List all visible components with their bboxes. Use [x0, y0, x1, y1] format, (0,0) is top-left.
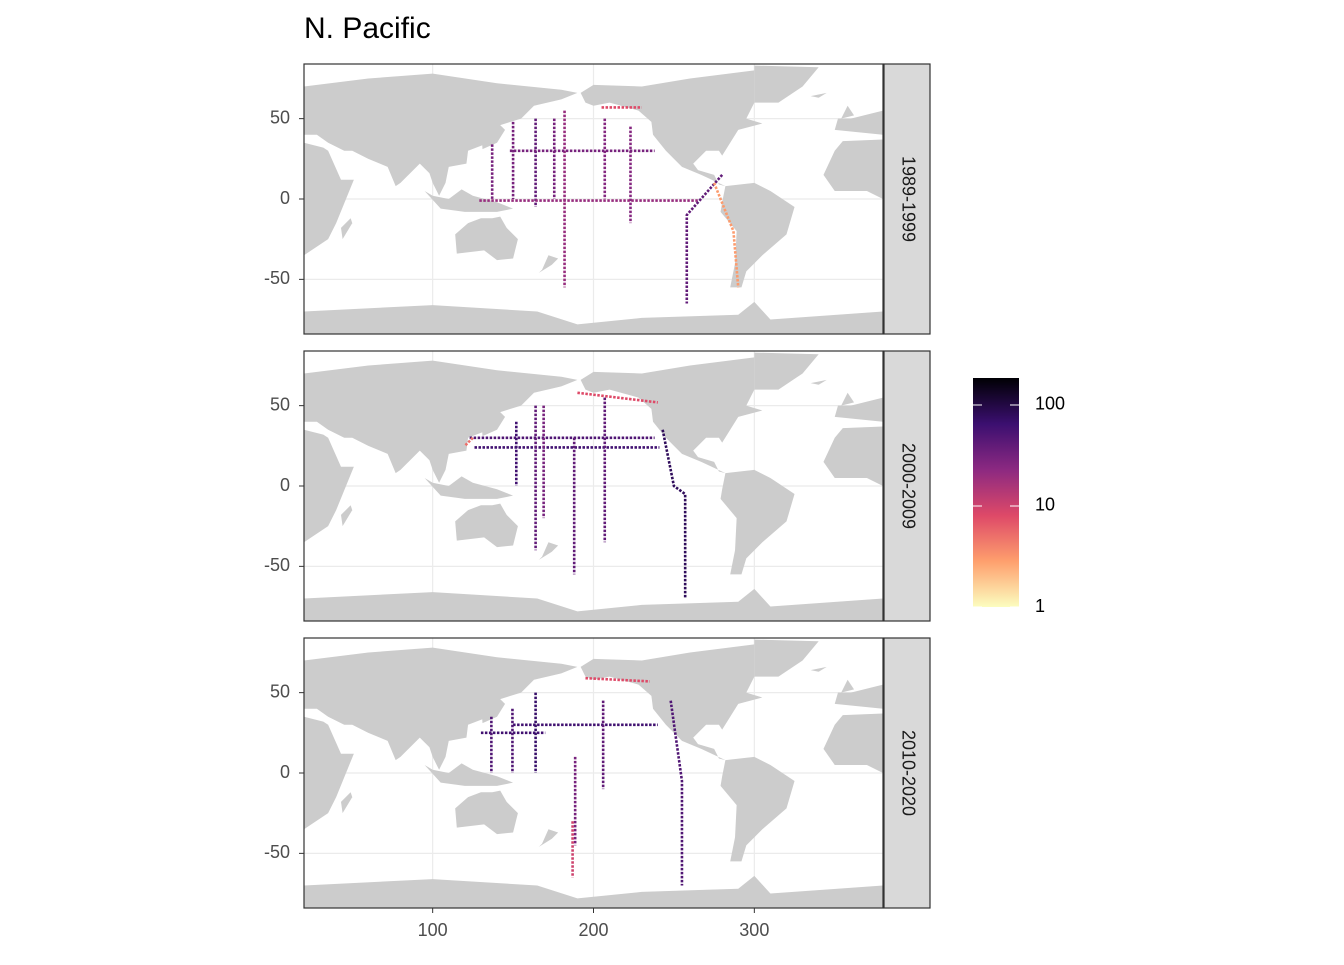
land	[455, 216, 518, 261]
land	[754, 352, 819, 390]
legend-label: 100	[1035, 394, 1065, 414]
track	[577, 391, 658, 404]
chart-title: N. Pacific	[304, 12, 431, 45]
land	[810, 666, 827, 672]
legend-label: 1	[1035, 596, 1045, 616]
y-tick-label: 50	[270, 107, 290, 127]
land	[480, 412, 506, 437]
land	[538, 255, 559, 273]
y-tick-label: -50	[264, 268, 290, 288]
land	[304, 301, 883, 334]
land	[304, 142, 354, 256]
land	[538, 542, 559, 560]
land	[810, 92, 827, 98]
strip-label: 2010-2020	[898, 730, 918, 816]
strip-label: 2000-2009	[898, 443, 918, 529]
x-tick-label: 100	[418, 920, 448, 940]
land	[720, 756, 795, 862]
x-tick-label: 200	[578, 920, 608, 940]
land	[455, 503, 518, 548]
track	[661, 429, 687, 599]
land	[424, 763, 514, 786]
land	[304, 716, 354, 830]
x-tick-label: 300	[739, 920, 769, 940]
strip	[883, 350, 931, 622]
land	[754, 65, 819, 103]
track	[585, 676, 650, 683]
land	[810, 379, 827, 385]
land	[823, 713, 883, 773]
land	[834, 684, 883, 709]
land	[834, 397, 883, 422]
y-tick-label: 50	[270, 394, 290, 414]
land	[841, 392, 855, 406]
land	[304, 875, 883, 908]
land	[823, 139, 883, 199]
land	[304, 647, 578, 770]
land	[424, 476, 514, 499]
panel-border	[303, 63, 884, 335]
y-tick-label: -50	[264, 842, 290, 862]
land	[823, 426, 883, 486]
land	[480, 699, 506, 724]
land	[580, 70, 763, 187]
land	[480, 125, 506, 150]
land	[834, 110, 883, 135]
panel	[304, 64, 883, 334]
land	[754, 639, 819, 677]
track	[669, 700, 684, 886]
land	[841, 679, 855, 693]
colorbar	[973, 378, 1019, 607]
y-tick-label: 0	[280, 475, 290, 495]
panel-border	[303, 350, 884, 622]
land	[304, 73, 578, 196]
land	[304, 360, 578, 483]
panel	[304, 351, 883, 621]
y-tick-label: 0	[280, 188, 290, 208]
y-tick-label: 50	[270, 681, 290, 701]
land	[340, 505, 353, 527]
land	[580, 357, 763, 474]
land	[455, 790, 518, 835]
land	[720, 182, 795, 288]
land	[304, 588, 883, 621]
strip-label: 1989-1999	[898, 156, 918, 242]
panel	[304, 638, 883, 908]
y-tick-label: -50	[264, 555, 290, 575]
land	[340, 218, 353, 240]
legend-label: 10	[1035, 495, 1055, 515]
y-tick-label: 0	[280, 762, 290, 782]
track	[712, 182, 740, 288]
land	[720, 469, 795, 575]
land	[304, 429, 354, 543]
land	[841, 105, 855, 119]
track	[463, 436, 474, 447]
strip	[883, 63, 931, 335]
land	[424, 189, 514, 212]
land	[538, 829, 559, 847]
land	[340, 792, 353, 814]
strip	[883, 637, 931, 909]
track	[685, 174, 724, 304]
